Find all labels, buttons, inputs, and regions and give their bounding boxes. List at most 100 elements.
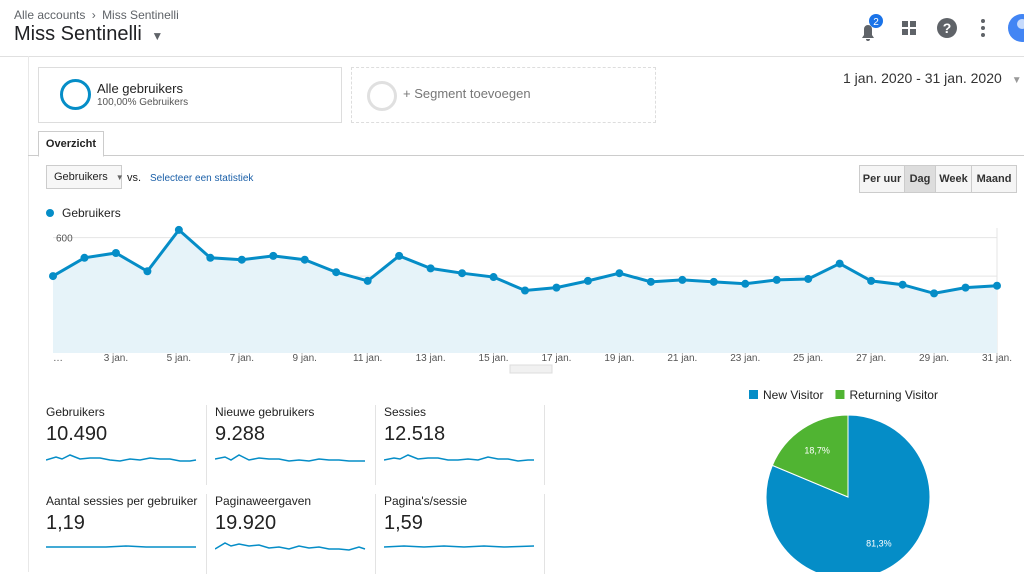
apps-button[interactable]: [902, 21, 916, 35]
x-tick-label: 27 jan.: [856, 353, 886, 364]
breadcrumb-item[interactable]: Alle accounts: [14, 8, 86, 22]
account-title: Miss Sentinelli: [14, 23, 142, 45]
x-tick-label: 11 jan.: [353, 353, 382, 364]
point: [709, 277, 718, 286]
granularity-button[interactable]: Per uur: [859, 165, 905, 193]
pie-slice: [771, 414, 849, 498]
granularity-group: Per uur Dag Week Maand: [859, 165, 1017, 193]
sparkline: [383, 545, 535, 548]
x-tick-label: 23 jan.: [730, 353, 760, 364]
breadcrumb: Alle accounts › Miss Sentinelli: [14, 8, 179, 22]
sparkline: [383, 454, 534, 462]
point: [804, 274, 813, 283]
granularity-button[interactable]: Maand: [971, 165, 1017, 193]
metric-card[interactable]: Pagina's/sessie 1,59: [383, 494, 545, 574]
help-button[interactable]: ?: [937, 18, 957, 38]
app-header: [0, 0, 1024, 57]
x-tick-label: 5 jan.: [167, 353, 191, 364]
metric-value: 10.490: [46, 423, 108, 445]
metric-dropdown[interactable]: Gebruikers ▼: [46, 165, 124, 189]
more-button[interactable]: [981, 19, 985, 37]
metric-card[interactable]: Paginaweergaven 19.920: [214, 494, 376, 574]
x-tick-label: 7 jan.: [230, 353, 254, 364]
point: [835, 259, 844, 268]
date-range-text: 1 jan. 2020 - 31 jan. 2020: [843, 70, 1002, 86]
metric-label: Paginaweergaven: [215, 494, 312, 508]
account-selector[interactable]: Miss Sentinelli ▼: [14, 23, 164, 45]
point: [615, 269, 624, 278]
metric-card[interactable]: Sessies 12.518: [383, 405, 545, 485]
point: [993, 281, 1001, 290]
x-tick-label: 3 jan.: [104, 353, 128, 364]
metric-value: 1,59: [384, 512, 423, 534]
point: [898, 280, 907, 289]
segment-card[interactable]: Alle gebruikers 100,00% Gebruikers: [38, 67, 342, 123]
tab-rule: [28, 155, 1024, 156]
svg-text:?: ?: [943, 20, 952, 36]
sparkline-path: [383, 454, 534, 462]
metric-card[interactable]: Gebruikers 10.490: [45, 405, 207, 485]
point: [174, 225, 183, 234]
line-chart: 200400600…3 jan.5 jan.7 jan.9 jan.11 jan…: [46, 206, 1012, 374]
select-metric-link[interactable]: Selecteer een statistiek: [150, 173, 254, 184]
point: [646, 277, 655, 286]
metric-label: Nieuwe gebruikers: [215, 405, 315, 419]
sparkline: [214, 542, 366, 551]
sparkline: [45, 454, 197, 462]
x-tick-label: 17 jan.: [541, 353, 571, 364]
legend-marker: [835, 390, 845, 399]
metric-value: 12.518: [384, 423, 446, 445]
slice-label: 81,3%: [866, 538, 892, 548]
legend-label: Returning Visitor: [849, 388, 938, 402]
metric-label: Aantal sessies per gebruiker: [46, 494, 198, 508]
avatar[interactable]: [1008, 14, 1024, 42]
point: [206, 253, 215, 262]
x-tick-label: 29 jan.: [919, 353, 949, 364]
metric-label: Gebruikers: [46, 405, 105, 419]
pie-chart: New Visitor Returning Visitor 81,3% 18,7%: [749, 388, 938, 572]
sparkline-path: [214, 454, 365, 462]
point: [143, 267, 152, 276]
metric-card[interactable]: Nieuwe gebruikers 9.288: [214, 405, 376, 485]
point: [552, 283, 561, 292]
point: [678, 275, 687, 284]
sparkline: [214, 454, 365, 462]
legend-label: New Visitor: [763, 388, 823, 402]
point: [395, 251, 404, 260]
date-range[interactable]: 1 jan. 2020 - 31 jan. 2020 ▼: [843, 70, 1022, 86]
sparkline-path: [383, 545, 535, 548]
point: [867, 276, 876, 285]
metric-label: Sessies: [384, 405, 427, 419]
point: [930, 289, 939, 298]
legend-label: Gebruikers: [62, 206, 121, 220]
add-segment-label: + Segment toevoegen: [403, 86, 531, 101]
sparkline-path: [46, 545, 196, 548]
point: [521, 286, 529, 295]
point: [49, 272, 57, 281]
granularity-button[interactable]: Dag: [904, 165, 936, 193]
x-tick-label: 25 jan.: [793, 353, 823, 364]
metric-card[interactable]: Aantal sessies per gebruiker 1,19: [46, 494, 207, 574]
point: [426, 264, 435, 273]
granularity-button[interactable]: Week: [935, 165, 972, 193]
add-segment[interactable]: + Segment toevoegen: [351, 67, 656, 123]
point: [111, 249, 120, 257]
legend-marker: [749, 390, 758, 399]
tab[interactable]: Overzicht: [38, 131, 104, 157]
point: [300, 255, 309, 264]
header-icons: 2 ?: [862, 14, 1024, 42]
x-tick-label: 19 jan.: [604, 353, 634, 364]
slice-label: 18,7%: [804, 446, 830, 456]
x-tick-label: 13 jan.: [416, 353, 446, 364]
point: [458, 269, 467, 278]
chart-handle: [509, 364, 553, 374]
y-tick-label: 600: [56, 234, 73, 245]
notifications-button[interactable]: 2: [862, 14, 883, 41]
breadcrumb-item[interactable]: Miss Sentinelli: [102, 8, 179, 22]
sparkline-path: [214, 542, 366, 551]
notification-count: 2: [873, 17, 879, 28]
point: [961, 283, 970, 292]
x-tick-label: …: [53, 353, 63, 364]
point: [489, 273, 498, 282]
